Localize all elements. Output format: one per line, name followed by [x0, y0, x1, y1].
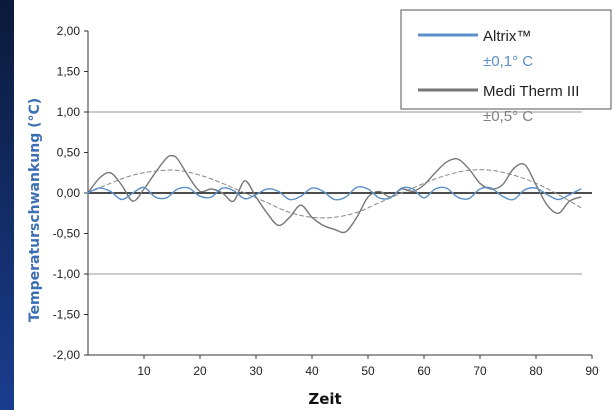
y-tick-label: -1,50	[53, 308, 81, 322]
y-tick-label: 1,00	[57, 105, 81, 119]
legend-accuracy-medi-therm: ±0,5° C	[483, 108, 533, 125]
x-tick-label: 70	[473, 364, 487, 378]
grid-layer	[88, 111, 582, 275]
y-tick-label: -1,00	[53, 267, 81, 281]
x-tick-label: 30	[249, 364, 263, 378]
x-tick-label: 80	[529, 364, 543, 378]
y-tick-label: 0,00	[57, 186, 81, 200]
y-tick-label: 2,00	[57, 24, 81, 38]
series-layer	[87, 154, 582, 234]
x-tick-label: 10	[137, 364, 151, 378]
x-tick-label: 50	[361, 364, 375, 378]
series-line-medi-therm	[87, 154, 582, 234]
legend-accuracy-altrix: ±0,1° C	[483, 53, 533, 70]
legend-box	[400, 9, 612, 110]
tick-labels: 2,00 1,50 1,00 0,50 0,00 -0,50 -1,00 -1,50 -2,00…	[53, 24, 599, 378]
y-tick-label: 1,50	[57, 65, 81, 79]
x-tick-label: 40	[305, 364, 319, 378]
series-trend-dashed	[87, 169, 582, 219]
series-line-altrix	[87, 186, 582, 201]
y-axis-label: Temperaturschwankung (°C)	[27, 98, 43, 322]
y-tick-label: -0,50	[53, 227, 81, 241]
x-tick-label: 20	[193, 364, 207, 378]
legend-label-altrix: Altrix™	[483, 28, 531, 45]
x-tick-label: 60	[417, 364, 431, 378]
legend: Altrix™ ±0,1° C Medi Therm III ±0,5° C	[400, 9, 612, 125]
x-axis-label: Zeit	[308, 390, 341, 408]
y-tick-label: -2,00	[53, 348, 81, 362]
y-tick-label: 0,50	[57, 146, 81, 160]
x-tick-label: 90	[585, 364, 599, 378]
legend-label-medi-therm: Medi Therm III	[483, 83, 579, 100]
left-edge-bar	[0, 0, 14, 410]
